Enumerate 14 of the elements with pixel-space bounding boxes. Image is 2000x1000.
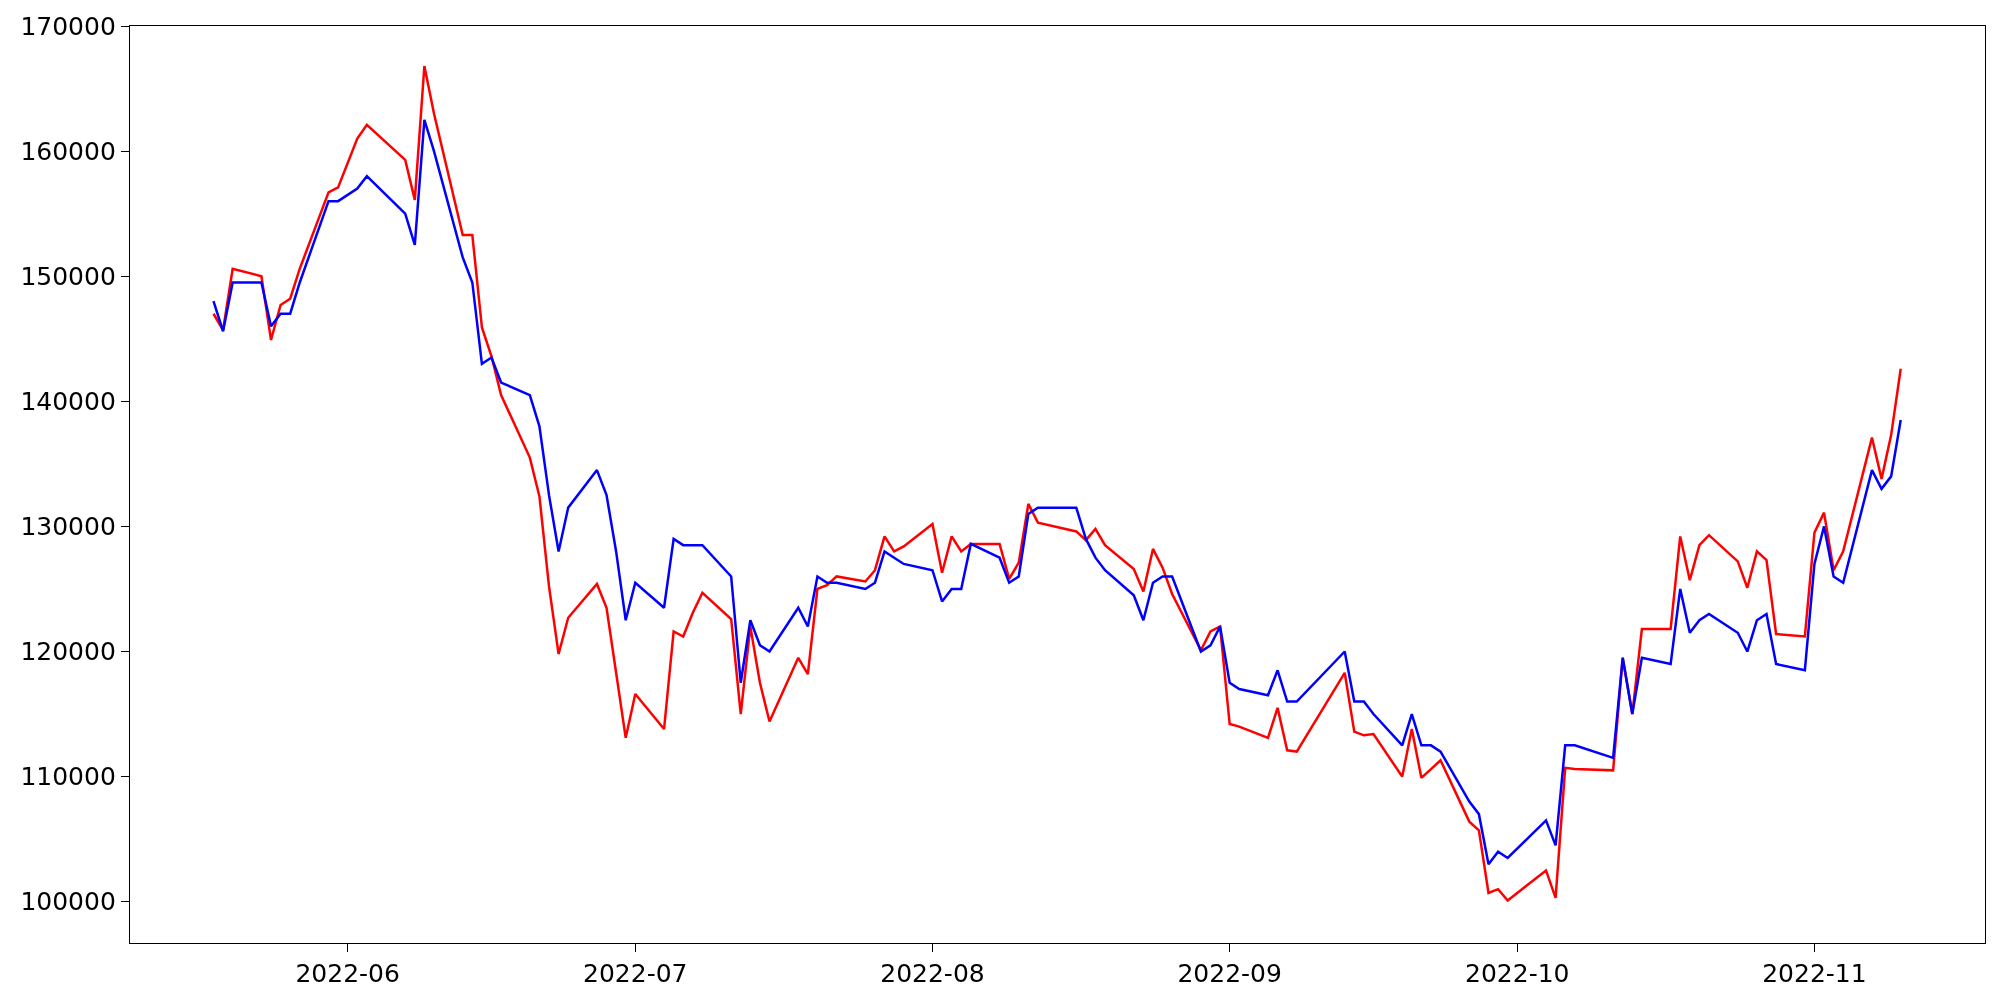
- x-tick-label: 2022-09: [1177, 959, 1282, 989]
- y-tick-label: 120000: [20, 637, 116, 667]
- x-tick-label: 2022-07: [583, 959, 688, 989]
- y-tick-label: 100000: [20, 887, 116, 917]
- y-tick-label: 140000: [20, 387, 116, 417]
- y-tick-label: 110000: [20, 762, 116, 792]
- y-tick-label: 150000: [20, 261, 116, 291]
- x-tick-label: 2022-08: [880, 959, 985, 989]
- y-tick-label: 130000: [20, 512, 116, 542]
- y-tick-label: 160000: [20, 136, 116, 166]
- x-tick-label: 2022-11: [1762, 959, 1867, 989]
- y-tick-label: 170000: [20, 11, 116, 41]
- x-tick-label: 2022-10: [1465, 959, 1570, 989]
- x-tick-label: 2022-06: [295, 959, 400, 989]
